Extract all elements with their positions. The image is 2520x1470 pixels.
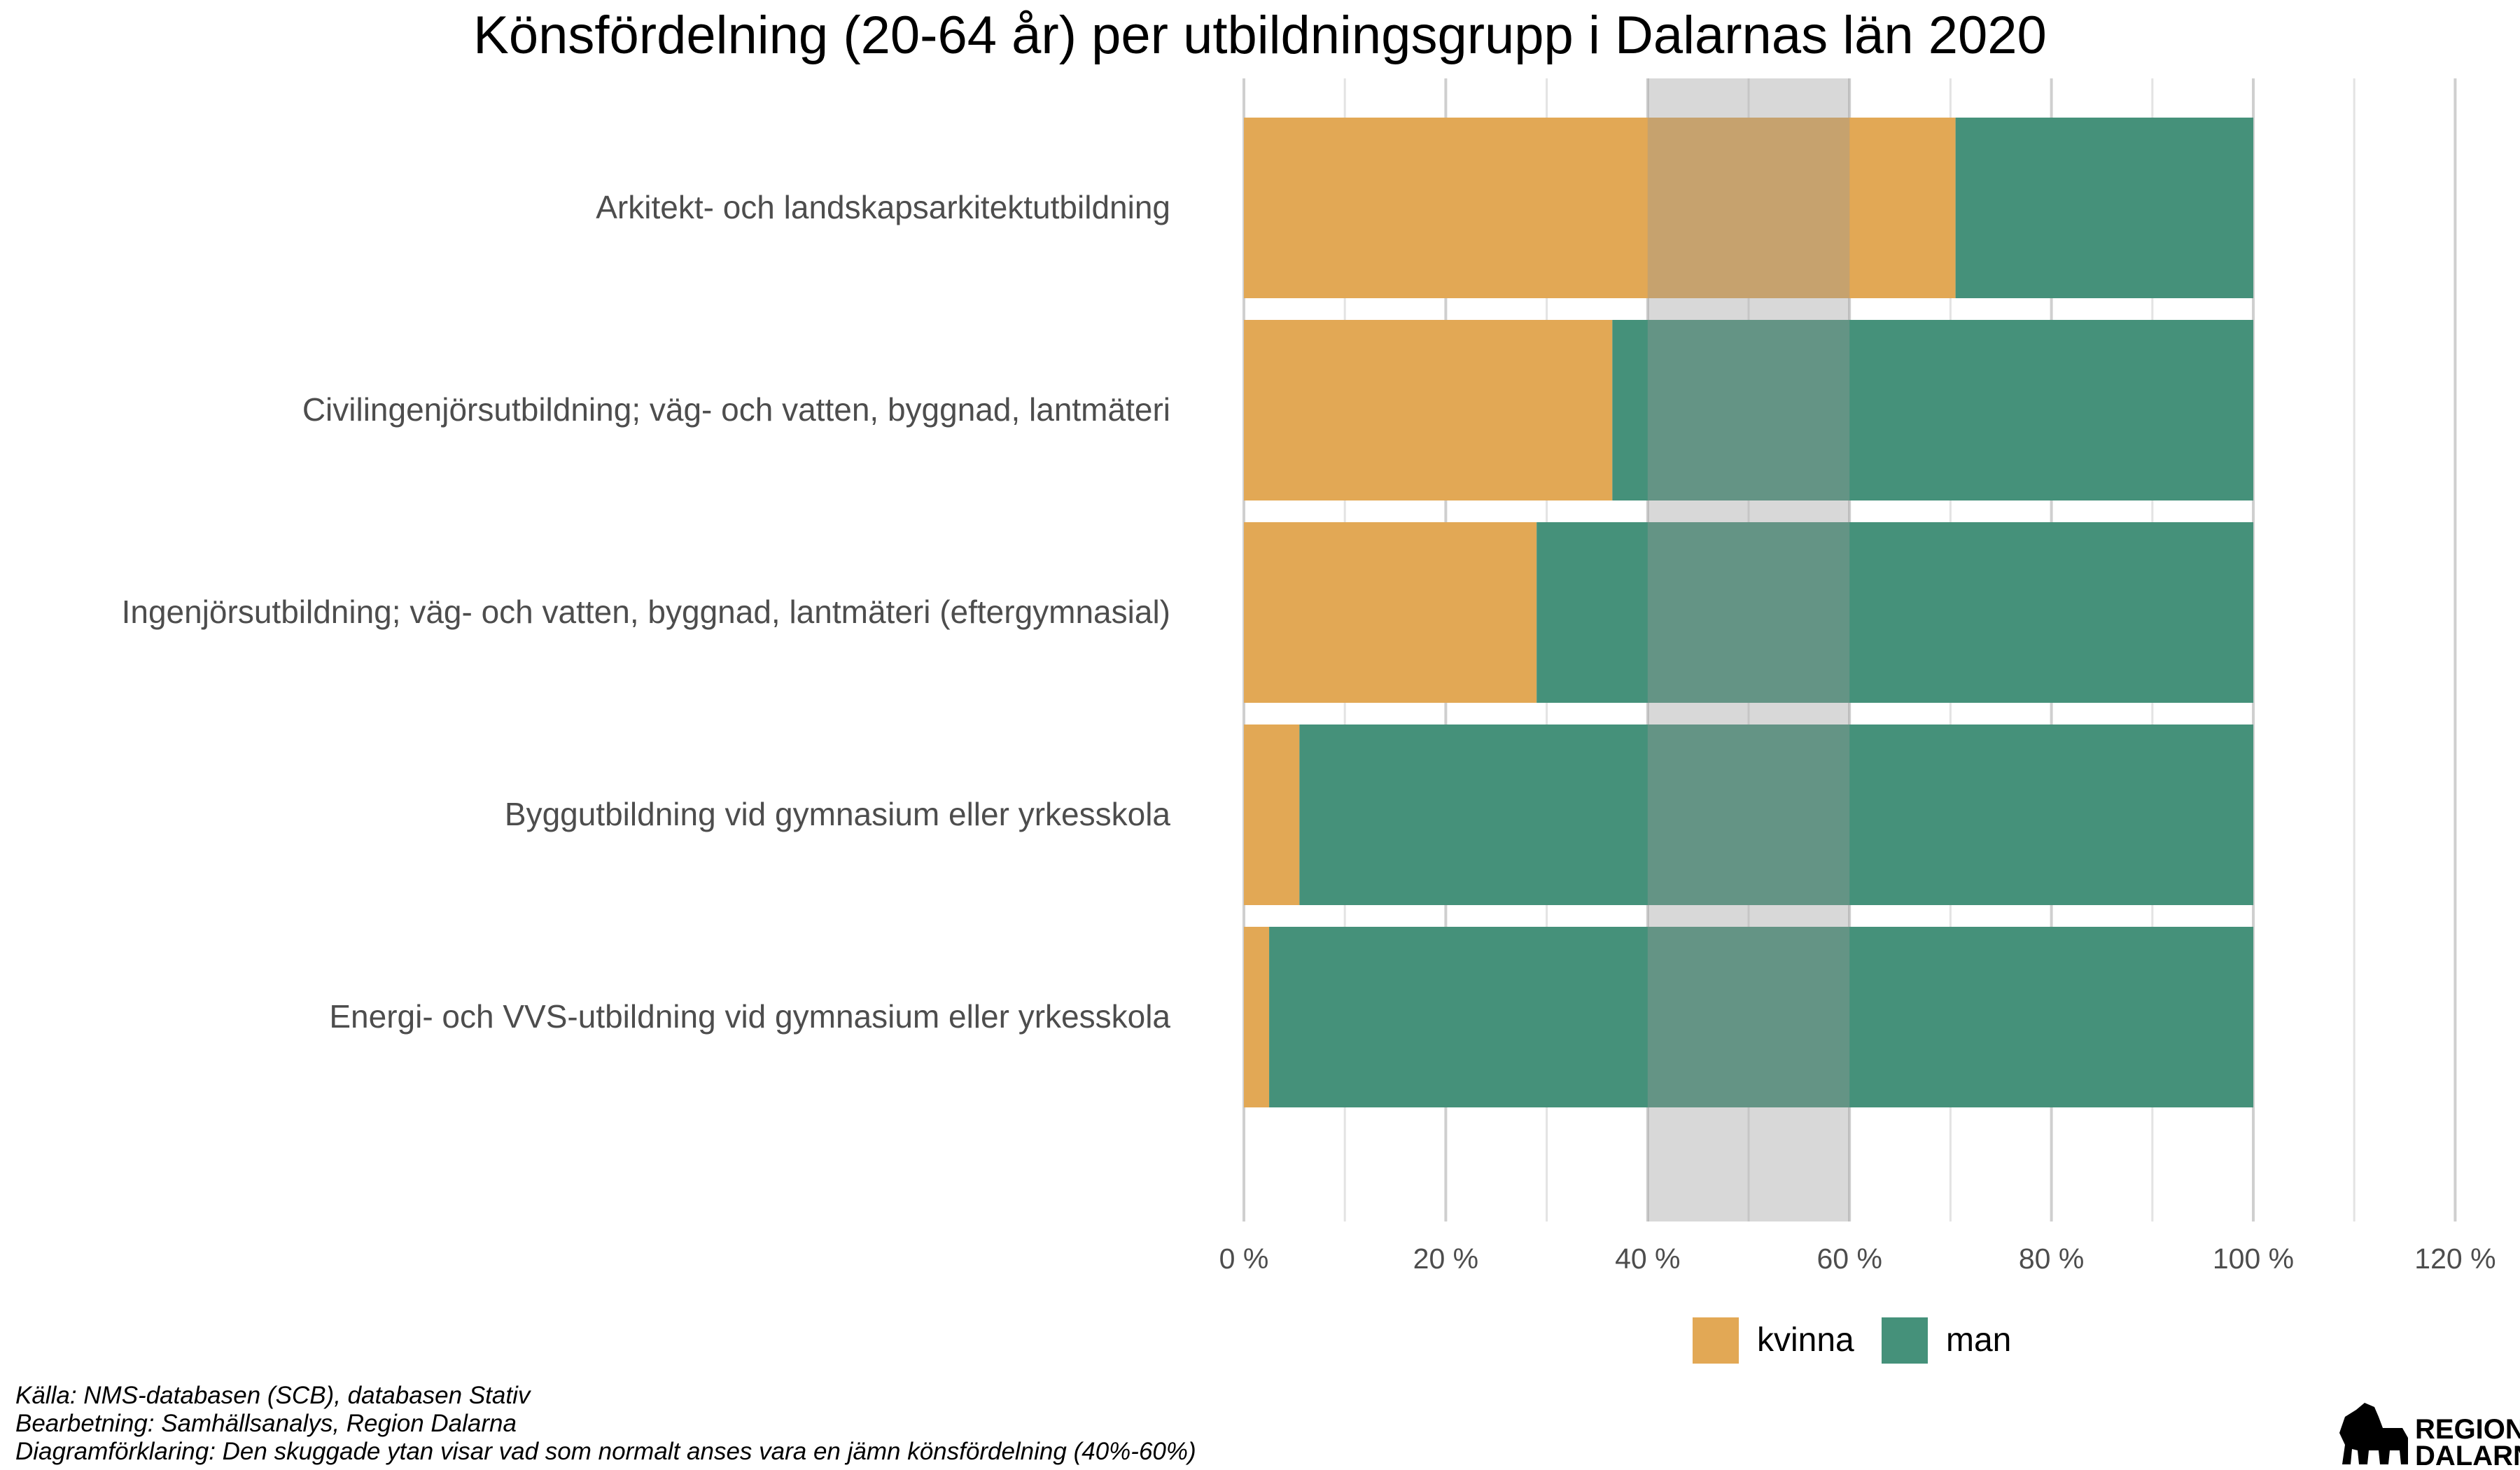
bar-kvinna	[1244, 522, 1537, 703]
category-label: Byggutbildning vid gymnasium eller yrkes…	[505, 796, 1171, 832]
category-label: Civilingenjörsutbildning; väg- och vatte…	[302, 391, 1170, 428]
x-tick-label: 80 %	[2019, 1242, 2084, 1275]
legend-key	[1693, 1317, 1739, 1364]
logo-text-region: REGION	[2415, 1414, 2520, 1445]
bar-man	[1612, 320, 2253, 500]
source-notes: Källa: NMS-databasen (SCB), databasen St…	[15, 1382, 1196, 1465]
category-labels: Arkitekt- och landskapsarkitektutbildnin…	[122, 189, 1171, 1035]
bar-man	[1269, 927, 2253, 1107]
x-tick-label: 0 %	[1219, 1242, 1269, 1275]
x-tick-label: 120 %	[2414, 1242, 2496, 1275]
bar-kvinna	[1244, 118, 1956, 298]
legend-label: man	[1946, 1322, 2011, 1359]
x-tick-label: 60 %	[1816, 1242, 1882, 1275]
x-tick-label: 40 %	[1615, 1242, 1680, 1275]
dala-horse-icon	[2339, 1403, 2408, 1464]
legend: kvinna man	[1693, 1317, 2011, 1364]
source-line: Diagramförklaring: Den skuggade ytan vis…	[15, 1438, 1196, 1465]
even-distribution-band	[1647, 78, 1850, 1222]
bar-kvinna	[1244, 724, 1300, 905]
source-line: Bearbetning: Samhällsanalys, Region Dala…	[15, 1410, 517, 1437]
x-axis-tick-labels: 0 % 20 % 40 % 60 % 80 % 100 % 120 %	[1219, 1242, 2496, 1275]
source-line: Källa: NMS-databasen (SCB), databasen St…	[15, 1382, 532, 1409]
bar-man	[1299, 724, 2253, 905]
x-tick-label: 20 %	[1413, 1242, 1478, 1275]
logo-text-dalarna: DALARNA	[2415, 1441, 2520, 1470]
category-label: Ingenjörsutbildning; väg- och vatten, by…	[122, 594, 1170, 630]
bar-kvinna	[1244, 927, 1270, 1107]
bar-kvinna	[1244, 320, 1613, 500]
region-dalarna-logo: REGION DALARNA	[2339, 1403, 2520, 1470]
bar-man	[1536, 522, 2253, 703]
bars	[1244, 118, 2253, 1107]
bar-man	[1955, 118, 2253, 298]
chart-title: Könsfördelning (20-64 år) per utbildning…	[473, 6, 2047, 65]
shaded-band	[1647, 78, 1850, 1222]
legend-label: kvinna	[1757, 1322, 1854, 1359]
category-label: Energi- och VVS-utbildning vid gymnasium…	[329, 998, 1170, 1035]
legend-key	[1882, 1317, 1928, 1364]
x-tick-label: 100 %	[2213, 1242, 2294, 1275]
category-label: Arkitekt- och landskapsarkitektutbildnin…	[596, 189, 1170, 225]
